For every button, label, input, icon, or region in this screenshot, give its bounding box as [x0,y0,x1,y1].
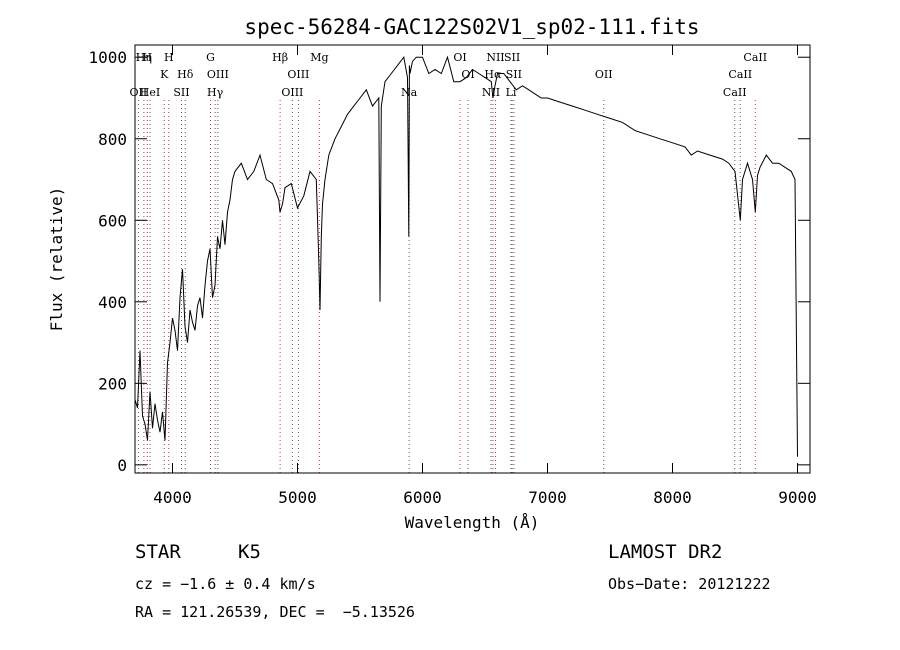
line-marker-label-11: Hβ [272,51,288,64]
series-layer [134,55,798,457]
coordinates-readout: RA = 121.26539, DEC = −5.13526 [135,603,415,621]
line-marker-label-19: Hα [484,68,502,81]
line-marker-label-0: OII [130,86,148,99]
plot-frame [134,44,811,474]
y-tick-label-3: 600 [98,211,127,230]
line-marker-label-13: OIII [287,68,309,81]
y-tick-label-2: 400 [98,293,127,312]
line-marker-label-8: G [206,51,215,64]
line-marker-label-24: OII [595,68,613,81]
survey-name: LAMOST DR2 [608,541,723,563]
x-tick-label-4: 8000 [653,488,692,507]
line-marker-label-6: SII [173,86,189,99]
line-marker-label-12: OIII [281,86,303,99]
line-marker-label-3: HeI [140,86,160,99]
x-tick-label-2: 6000 [403,488,442,507]
line-marker-label-10: OIII [207,68,229,81]
line-marker-label-25: CaII [723,86,747,99]
line-marker-label-5: H [164,51,174,64]
line-marker-label-2: H [142,51,152,64]
y-tick-label-5: 1000 [88,48,127,67]
chart-title: spec-56284-GAC122S02V1_sp02-111.fits [244,15,699,39]
line-marker-label-27: CaII [743,51,767,64]
series-line-flux [134,55,798,457]
line-marker-label-21: SII [504,51,520,64]
x-tick-label-3: 7000 [528,488,567,507]
line-marker-label-9: Hγ [207,86,224,99]
object-class: STAR [135,541,181,563]
line-marker-label-4: K [160,68,169,81]
line-marker-label-14: Mg [310,51,328,64]
y-tick-label-1: 200 [98,374,127,393]
line-marker-label-26: CaII [728,68,752,81]
line-marker-label-7: Hδ [177,68,194,81]
observation-date: Obs−Date: 20121222 [608,575,771,593]
line-marker-label-23: Li [506,86,517,99]
x-axis-label: Wavelength (Å) [405,513,540,532]
line-marker-label-20: NII [486,51,504,64]
axis-ticks: 4000 5000 6000 7000 8000 9000 0 200 400 600 800 100… [88,45,817,507]
y-tick-label-4: 800 [98,130,127,149]
y-tick-label-0: 0 [117,456,127,475]
x-tick-label-0: 4000 [153,488,192,507]
y-axis-label: Flux (relative) [47,187,66,332]
redshift-readout: cz = −1.6 ± 0.4 km/s [135,575,316,593]
line-markers: OIIHηHHeIKHSIIHδGHγOIIIHβOIIIOIIIMgNaOIO… [130,51,767,473]
line-marker-label-16: OI [453,51,466,64]
x-tick-label-5: 9000 [778,488,817,507]
line-marker-label-18: NII [482,86,500,99]
line-marker-label-22: SII [506,68,522,81]
x-tick-label-1: 5000 [278,488,317,507]
object-subclass: K5 [238,541,261,563]
